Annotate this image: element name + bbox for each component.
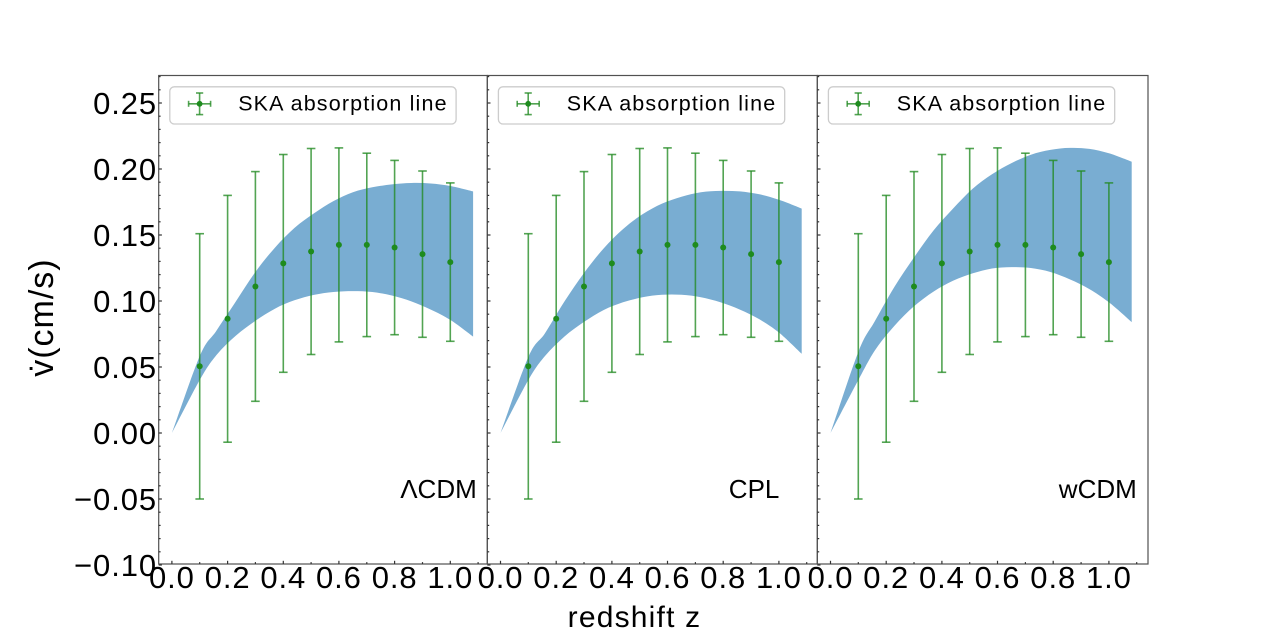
svg-text:CPL: CPL	[729, 474, 780, 504]
svg-text:1.0: 1.0	[1086, 560, 1132, 595]
svg-text:−0.10: −0.10	[74, 548, 157, 583]
svg-text:0.4: 0.4	[260, 560, 306, 595]
svg-text:0.4: 0.4	[589, 560, 635, 595]
svg-text:0.6: 0.6	[645, 560, 691, 595]
svg-text:0.4: 0.4	[919, 560, 965, 595]
svg-text:0.10: 0.10	[93, 284, 157, 319]
svg-text:0.20: 0.20	[93, 152, 157, 187]
svg-text:0.6: 0.6	[316, 560, 362, 595]
svg-text:0.0: 0.0	[149, 560, 195, 595]
svg-text:0.2: 0.2	[863, 560, 909, 595]
svg-text:−0.05: −0.05	[74, 482, 157, 517]
svg-text:redshift z: redshift z	[568, 601, 702, 634]
svg-text:0.2: 0.2	[205, 560, 251, 595]
svg-text:0.2: 0.2	[533, 560, 579, 595]
svg-text:0.25: 0.25	[93, 86, 157, 121]
svg-text:0.8: 0.8	[1030, 560, 1076, 595]
svg-text:1.0: 1.0	[427, 560, 473, 595]
svg-text:0.8: 0.8	[700, 560, 746, 595]
svg-text:wCDM: wCDM	[1058, 474, 1137, 504]
svg-text:0.8: 0.8	[372, 560, 418, 595]
svg-text:v̇(cm/s): v̇(cm/s)	[23, 258, 61, 376]
svg-text:SKA absorption line: SKA absorption line	[238, 92, 448, 116]
svg-text:0.0: 0.0	[808, 560, 854, 595]
svg-text:0.6: 0.6	[975, 560, 1021, 595]
svg-text:0.00: 0.00	[93, 416, 157, 451]
svg-text:0.0: 0.0	[478, 560, 524, 595]
svg-text:SKA absorption line: SKA absorption line	[897, 92, 1107, 116]
svg-text:0.15: 0.15	[93, 218, 157, 253]
svg-text:1.0: 1.0	[756, 560, 802, 595]
svg-text:0.05: 0.05	[93, 350, 157, 385]
svg-text:SKA absorption line: SKA absorption line	[567, 92, 777, 116]
svg-text:ΛCDM: ΛCDM	[400, 474, 477, 504]
